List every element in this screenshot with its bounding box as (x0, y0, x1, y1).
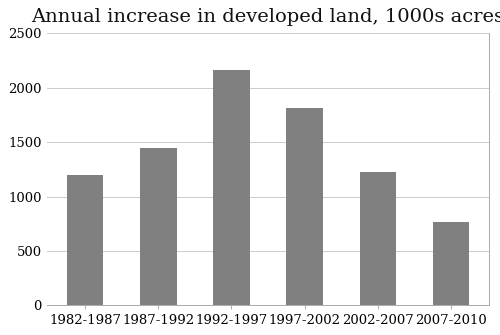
Bar (213, 70, 250, 305)
Bar (67, 175, 104, 305)
Bar (140, 148, 176, 305)
Bar (360, 172, 396, 305)
Title: Annual increase in developed land, 1000s acres: Annual increase in developed land, 1000s… (32, 8, 500, 26)
Bar (286, 109, 323, 305)
Bar (432, 221, 470, 305)
